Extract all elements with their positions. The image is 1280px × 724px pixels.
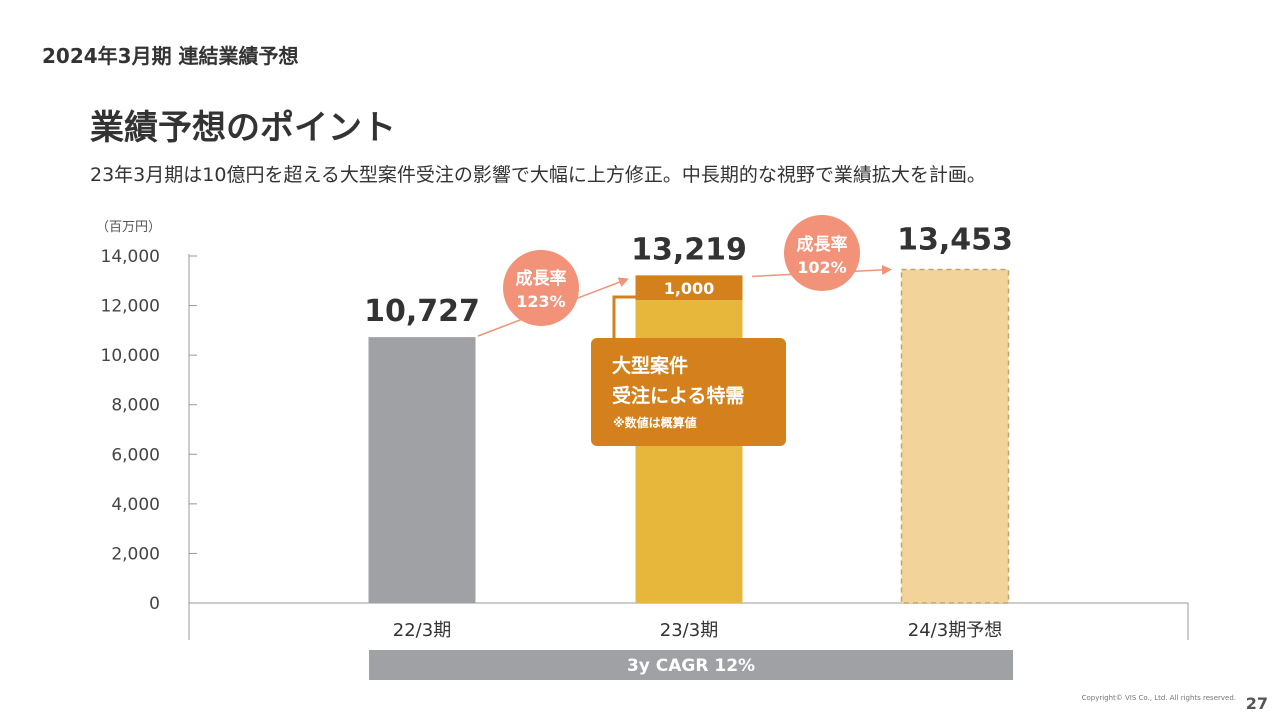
- growth-badge-1-circle: [503, 250, 579, 326]
- y-tick-label: 14,000: [101, 247, 160, 267]
- growth-badge-1-value: 123%: [516, 292, 565, 311]
- growth-badge-2-title: 成長率: [797, 234, 848, 255]
- cagr-bar: [369, 650, 1013, 680]
- callout-box: [591, 338, 786, 446]
- bar-22-3: [368, 337, 476, 603]
- growth-badge-1: 成長率 123%: [503, 250, 579, 326]
- y-axis-unit-label: （百万円）: [96, 220, 161, 235]
- special-segment-label: 1,000: [664, 279, 715, 298]
- y-tick-label: 0: [149, 594, 160, 614]
- callout-line2: 受注による特需: [612, 384, 744, 407]
- y-tick-label: 10,000: [101, 346, 160, 366]
- page-subtitle: 23年3月期は10億円を超える大型案件受注の影響で大幅に上方修正。中長期的な視野…: [90, 164, 986, 186]
- growth-badge-2-value: 102%: [797, 258, 846, 277]
- cagr-label: 3y CAGR 12%: [627, 656, 755, 676]
- y-tick-label: 2,000: [111, 544, 160, 564]
- copyright-notice: Copyright© VIS Co., Ltd. All rights rese…: [1081, 694, 1236, 702]
- x-axis-category-label: 23/3期: [660, 620, 718, 641]
- page-number: 27: [1245, 694, 1268, 713]
- bar-24-3-forecast: [900, 268, 1010, 604]
- x-axis-category-label: 24/3期予想: [908, 620, 1002, 641]
- y-tick-label: 8,000: [111, 396, 160, 416]
- callout-line1: 大型案件: [612, 354, 688, 377]
- value-label: 13,219: [631, 232, 747, 267]
- value-labels: 10,727 13,219 13,453: [364, 223, 1013, 330]
- section-label: 2024年3月期 連結業績予想: [42, 44, 299, 68]
- y-tick-label: 4,000: [111, 495, 160, 515]
- growth-badge-2-circle: [784, 215, 860, 291]
- bar-23-3-special-segment: [635, 275, 743, 301]
- value-label: 10,727: [364, 294, 480, 329]
- y-axis: 0 2,000 4,000 6,000 8,000 10,000 12,000 14,000: [101, 247, 197, 614]
- page-title: 業績予想のポイント: [90, 108, 396, 148]
- callout-connector: [612, 295, 636, 342]
- x-axis-labels: 22/3期 23/3期 24/3期予想: [393, 620, 1002, 641]
- cagr-banner: 3y CAGR 12%: [369, 650, 1013, 680]
- growth-badge-1-title: 成長率: [516, 268, 567, 289]
- y-tick-label: 6,000: [111, 445, 160, 465]
- callout-note: ※数値は概算値: [613, 415, 697, 430]
- growth-badge-2: 成長率 102%: [784, 215, 860, 291]
- y-tick-label: 12,000: [101, 297, 160, 317]
- value-label: 13,453: [897, 223, 1013, 258]
- x-axis-category-label: 22/3期: [393, 620, 451, 641]
- special-demand-callout: 大型案件 受注による特需 ※数値は概算値: [591, 338, 786, 446]
